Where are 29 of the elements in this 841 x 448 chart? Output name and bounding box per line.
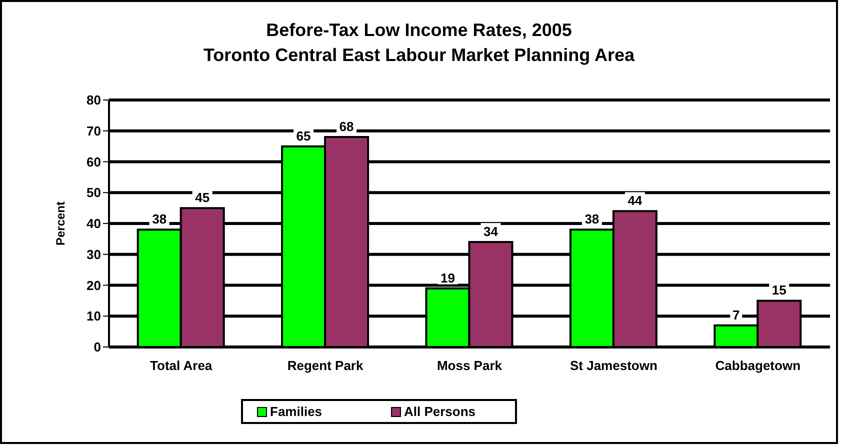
x-tick-label: Total Area (150, 358, 213, 374)
data-label: 7 (732, 307, 740, 322)
data-label: 38 (584, 212, 600, 227)
data-label: 44 (628, 193, 643, 208)
y-tick-label: 0 (94, 340, 101, 355)
data-label: 34 (484, 224, 499, 240)
y-tick-label: 80 (86, 92, 101, 108)
chart-title: Before-Tax Low Income Rates, 2005 (265, 19, 573, 42)
chart-subtitle: Toronto Central East Labour Market Planning Area (202, 44, 636, 67)
y-tick-label: 30 (86, 246, 101, 262)
x-tick-label: St Jamestown (570, 358, 658, 374)
x-tick-label: Moss Park (436, 358, 503, 374)
data-label: 45 (195, 190, 210, 206)
data-label: 65 (296, 128, 311, 144)
y-tick-label: 70 (86, 123, 101, 138)
y-tick-label: 20 (86, 278, 101, 293)
legend-label: All Persons (404, 404, 476, 419)
data-label: 19 (440, 270, 455, 286)
data-label: 38 (152, 212, 167, 227)
y-tick-label: 50 (86, 185, 101, 200)
x-tick-label: Cabbagetown (715, 358, 801, 374)
data-label: 68 (339, 119, 354, 134)
data-label: 15 (772, 282, 786, 298)
y-tick-label: 60 (86, 154, 101, 170)
legend-label: Families (270, 404, 322, 419)
y-tick-label: 10 (86, 308, 101, 324)
y-axis-title: Percent (53, 201, 68, 246)
y-tick-label: 40 (86, 216, 101, 232)
x-tick-label: Regent Park (287, 358, 364, 374)
